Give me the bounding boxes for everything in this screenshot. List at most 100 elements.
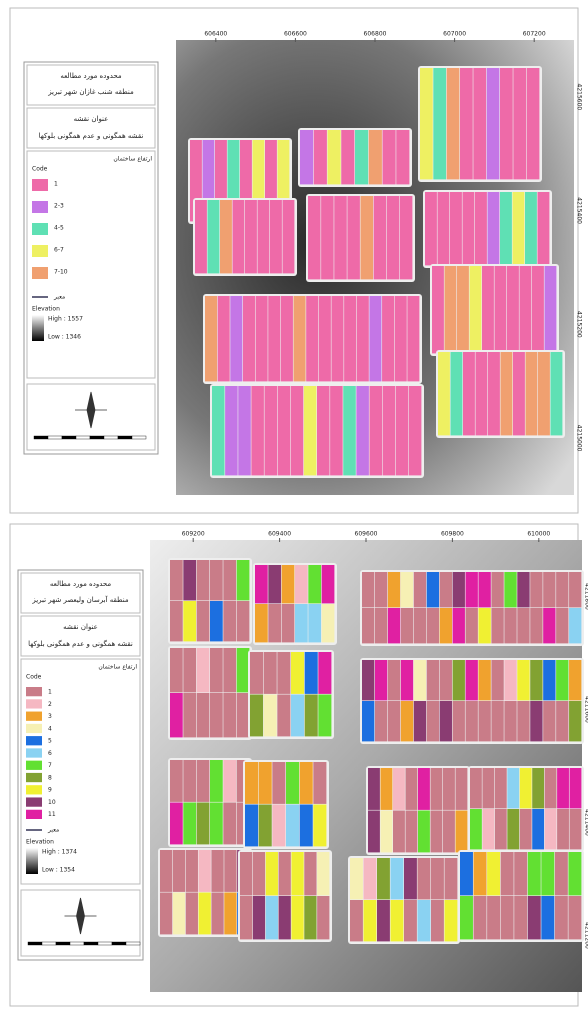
parcel bbox=[205, 296, 217, 381]
parcel bbox=[237, 560, 250, 600]
parcel bbox=[517, 660, 529, 700]
parcel bbox=[195, 200, 207, 273]
parcel bbox=[272, 805, 285, 847]
parcel bbox=[308, 196, 321, 279]
parcel bbox=[160, 850, 172, 892]
parcel bbox=[418, 811, 430, 853]
parcel bbox=[210, 760, 223, 802]
parcel bbox=[425, 192, 437, 265]
parcel bbox=[266, 852, 278, 895]
parcel bbox=[538, 352, 550, 435]
parcel bbox=[224, 893, 236, 935]
parcel bbox=[362, 701, 374, 741]
parcel bbox=[282, 565, 295, 603]
legend-label: 2 bbox=[48, 701, 52, 708]
parcel bbox=[183, 760, 196, 802]
parcel bbox=[197, 803, 210, 845]
parcel bbox=[291, 695, 304, 737]
study-area: منطقه شنب غازان شهر تبریز bbox=[47, 88, 134, 96]
parcel bbox=[500, 192, 512, 265]
parcel bbox=[350, 858, 363, 899]
parcel bbox=[463, 352, 475, 435]
parcel bbox=[364, 900, 377, 941]
parcel bbox=[556, 608, 568, 643]
parcel bbox=[268, 296, 280, 381]
parcel bbox=[381, 811, 393, 853]
parcel bbox=[382, 296, 394, 381]
parcel bbox=[223, 601, 236, 641]
y-tick-label: 4211200 bbox=[584, 922, 588, 949]
parcel bbox=[570, 768, 582, 808]
parcel bbox=[279, 896, 291, 939]
parcel bbox=[433, 68, 446, 179]
map-title: نقشه همگونی و عدم همگونی بلوکها bbox=[39, 131, 144, 140]
parcel bbox=[319, 296, 331, 381]
parcel bbox=[463, 192, 475, 265]
parcel bbox=[495, 266, 507, 353]
x-tick-label: 609600 bbox=[355, 531, 378, 538]
parcel bbox=[404, 900, 417, 941]
parcel bbox=[362, 608, 374, 643]
parcel bbox=[491, 701, 503, 741]
parcel bbox=[543, 660, 555, 700]
parcel bbox=[295, 565, 308, 603]
parcel bbox=[514, 896, 527, 939]
legend-swatch bbox=[26, 761, 42, 770]
parcel bbox=[250, 652, 263, 694]
elevation-high: High : 1557 bbox=[48, 316, 83, 323]
legend-label: 7 bbox=[48, 762, 52, 769]
parcel bbox=[368, 768, 380, 810]
legend-swatch bbox=[32, 267, 48, 279]
parcel bbox=[438, 192, 450, 265]
parcel bbox=[388, 701, 400, 741]
parcel bbox=[456, 768, 468, 810]
title-heading: عنوان نقشه bbox=[63, 623, 98, 631]
scale-bar bbox=[62, 436, 76, 439]
parcel bbox=[568, 896, 581, 939]
parcel bbox=[364, 858, 377, 899]
field-unit: Code bbox=[26, 674, 42, 681]
parcel bbox=[551, 352, 563, 435]
parcel bbox=[282, 604, 295, 642]
legend-label: 4-5 bbox=[54, 225, 64, 232]
parcel bbox=[223, 693, 236, 737]
parcel bbox=[569, 701, 581, 741]
parcel bbox=[304, 896, 316, 939]
legend-label: 1 bbox=[48, 689, 52, 696]
parcel bbox=[478, 608, 490, 643]
parcel bbox=[396, 130, 409, 184]
parcel bbox=[456, 811, 468, 853]
parcel bbox=[440, 660, 452, 700]
parcel bbox=[294, 296, 306, 381]
parcel bbox=[440, 608, 452, 643]
parcel bbox=[466, 608, 478, 643]
parcel bbox=[527, 68, 540, 179]
parcel bbox=[295, 604, 308, 642]
parcel bbox=[427, 608, 439, 643]
parcel bbox=[532, 809, 544, 849]
parcel bbox=[466, 701, 478, 741]
parcel bbox=[223, 648, 236, 692]
parcel bbox=[517, 608, 529, 643]
parcel bbox=[453, 608, 465, 643]
parcel bbox=[240, 896, 252, 939]
parcel bbox=[507, 266, 519, 353]
parcel bbox=[328, 130, 341, 184]
parcel bbox=[375, 572, 387, 607]
parcel bbox=[343, 386, 356, 475]
parcel bbox=[208, 200, 220, 273]
elevation-low: Low : 1354 bbox=[42, 867, 75, 874]
parcel bbox=[530, 608, 542, 643]
parcel bbox=[253, 896, 265, 939]
parcel bbox=[281, 296, 293, 381]
y-tick-label: 4211400 bbox=[584, 809, 588, 836]
parcel bbox=[317, 852, 329, 895]
parcel bbox=[445, 858, 458, 899]
parcel bbox=[197, 693, 210, 737]
parcel bbox=[541, 896, 554, 939]
parcel bbox=[431, 811, 443, 853]
legend-swatch bbox=[26, 724, 42, 733]
parcel bbox=[569, 608, 581, 643]
title-heading: عنوان نقشه bbox=[74, 115, 109, 123]
parcel bbox=[268, 604, 281, 642]
